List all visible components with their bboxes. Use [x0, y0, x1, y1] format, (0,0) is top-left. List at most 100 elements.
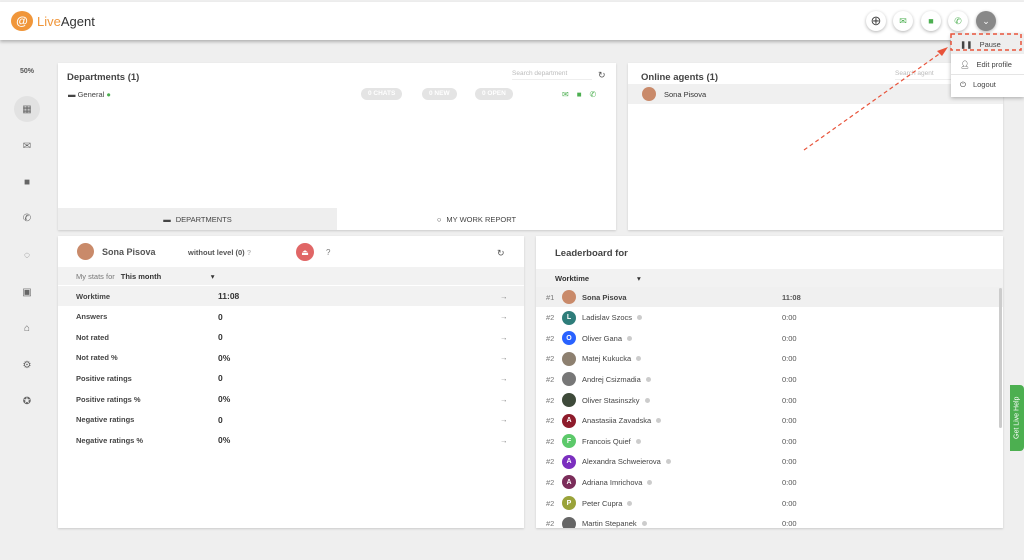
sidebar-settings[interactable]: ⚙ — [14, 352, 40, 378]
worktime-value: 0:00 — [782, 457, 797, 467]
arrow-right-icon[interactable]: → — [500, 332, 508, 342]
stat-row[interactable]: Not rated % 0% → — [58, 348, 524, 368]
leaderboard-row[interactable]: #2 L Ladislav Szocs 0:00 — [536, 308, 1003, 328]
email-icon[interactable]: ✉ — [562, 90, 577, 99]
sidebar-dashboard[interactable]: ▦ — [14, 96, 40, 122]
worktime-value: 0:00 — [782, 395, 797, 405]
dropdown-arrow-icon[interactable]: ▾ — [637, 273, 641, 283]
sidebar-tickets[interactable]: ✉ — [14, 133, 40, 159]
get-live-help-button[interactable]: Get Live Help — [1010, 385, 1024, 451]
avatar: A — [562, 454, 576, 469]
highlight-box — [950, 33, 1022, 51]
tab-departments[interactable]: ▬ DEPARTMENTS — [58, 208, 337, 230]
add-button[interactable]: ⊕ — [866, 11, 886, 31]
menu-item-pause[interactable]: ❚❚ Pause — [951, 34, 1024, 54]
dropdown-arrow-icon[interactable]: ▾ — [210, 271, 215, 281]
leaderboard-row[interactable]: #2 O Oliver Gana 0:00 — [536, 328, 1003, 348]
stat-row[interactable]: Negative ratings 0 → — [58, 410, 524, 430]
metric-select[interactable]: Worktime — [555, 273, 590, 283]
leaderboard-row[interactable]: #2 A Anastasiia Zavadska 0:00 — [536, 411, 1003, 431]
arrow-right-icon[interactable]: → — [500, 394, 508, 404]
sidebar-calls[interactable]: ✆ — [14, 205, 40, 231]
avatar — [642, 87, 656, 101]
menu-item-logout[interactable]: ⏻ Logout — [951, 74, 1024, 94]
leaderboard-title: Leaderboard for — [555, 248, 628, 259]
chat-icon[interactable]: ■ — [576, 90, 590, 99]
settings-icon: ⚙ — [22, 359, 32, 371]
tab-my-work-report[interactable]: ○ MY WORK REPORT — [337, 208, 616, 230]
avatar — [562, 290, 576, 304]
call-button[interactable]: ✆ — [948, 11, 968, 31]
menu-item-edit-profile[interactable]: 👤︎ Edit profile — [951, 54, 1024, 74]
leaderboard-row[interactable]: #2 Oliver Stasinszky 0:00 — [536, 390, 1003, 410]
stat-label: Negative ratings % — [76, 435, 144, 445]
leaderboard-row[interactable]: #2 A Alexandra Schweierova 0:00 — [536, 452, 1003, 472]
sidebar-chats[interactable]: ■ — [14, 169, 40, 195]
stat-value: 0% — [218, 394, 231, 404]
reports-icon: ⌂ — [23, 322, 31, 334]
stat-row[interactable]: Worktime 11:08 → — [58, 286, 524, 306]
stat-row[interactable]: Positive ratings % 0% → — [58, 389, 524, 409]
offline-dot-icon — [627, 500, 633, 506]
new-email-button[interactable]: ✉ — [893, 11, 913, 31]
arrow-right-icon[interactable]: → — [500, 415, 508, 425]
stat-row[interactable]: Positive ratings 0 → — [58, 368, 524, 388]
help-icon[interactable]: ? — [246, 248, 252, 257]
period-row: My stats for This month ▾ — [58, 267, 524, 285]
email-icon: ✉ — [22, 140, 32, 152]
leaderboard-row[interactable]: #2 Andrej Csizmadia 0:00 — [536, 369, 1003, 389]
stat-row[interactable]: Not rated 0 → — [58, 327, 524, 347]
my-stats-panel: Sona Pisova without level (0) ? ⏏ ? ↻ My… — [58, 236, 524, 528]
stat-label: Negative ratings — [76, 415, 135, 425]
period-select[interactable]: This month — [120, 271, 162, 281]
worktime-value: 0:00 — [782, 374, 797, 384]
chat-icon: ■ — [23, 176, 31, 188]
department-general[interactable]: ▬ General ● — [68, 90, 111, 99]
sidebar-contacts[interactable]: ◌ — [14, 242, 40, 268]
refresh-icon[interactable]: ↻ — [497, 248, 505, 258]
refresh-icon[interactable]: ↻ — [598, 70, 606, 80]
logo[interactable]: @ LiveAgent — [11, 11, 95, 31]
menu-label: Pause — [979, 39, 1001, 49]
search-department-input[interactable]: Search department — [512, 70, 592, 80]
offline-dot-icon — [637, 315, 643, 321]
offline-dot-icon — [665, 459, 671, 465]
leaderboard-row[interactable]: #2 Matej Kukucka 0:00 — [536, 349, 1003, 369]
arrow-right-icon[interactable]: → — [500, 353, 508, 363]
sidebar-plugins[interactable]: ✪ — [14, 388, 40, 414]
stat-value: 0 — [218, 373, 223, 384]
leaderboard-row[interactable]: #1 Sona Pisova 11:08 — [536, 287, 1003, 307]
scrollbar[interactable] — [999, 288, 1002, 428]
level-text: without level (0) — [188, 248, 245, 257]
menu-label: Logout — [972, 80, 996, 89]
tab-label: DEPARTMENTS — [175, 214, 232, 224]
arrow-right-icon[interactable]: → — [500, 373, 508, 383]
help-icon[interactable]: ? — [326, 248, 331, 257]
online-agent-row[interactable]: Sona Pisova — [628, 84, 1003, 104]
power-icon: ⏻ — [960, 79, 966, 89]
stat-row[interactable]: Negative ratings % 0% → — [58, 430, 524, 450]
arrow-right-icon[interactable]: → — [500, 291, 508, 301]
sidebar-reports[interactable]: ⌂ — [14, 315, 40, 341]
menu-label: Edit profile — [976, 59, 1012, 69]
user-menu-button[interactable]: ⌄ — [976, 11, 996, 31]
leaderboard-row[interactable]: #2 P Peter Cupra 0:00 — [536, 493, 1003, 513]
sidebar-customers[interactable]: ▣ — [14, 279, 40, 305]
departments-tabs: ▬ DEPARTMENTS ○ MY WORK REPORT — [58, 208, 616, 230]
leaderboard-panel: Leaderboard for Worktime ▾ #1 Sona Pisova 1… — [536, 236, 1003, 528]
agent-name: Oliver Stasinszky — [582, 395, 640, 405]
leaderboard-row[interactable]: #2 F Francois Quief 0:00 — [536, 431, 1003, 451]
arrow-right-icon[interactable]: → — [500, 312, 508, 322]
leaderboard-row[interactable]: #2 Martin Stepanek 0:00 — [536, 514, 1003, 528]
leaderboard-row[interactable]: #2 A Adriana Imrichova 0:00 — [536, 472, 1003, 492]
phone-icon[interactable]: ✆ — [589, 90, 605, 99]
new-chat-button[interactable]: ■ — [921, 11, 941, 31]
stat-row[interactable]: Answers 0 → — [58, 307, 524, 327]
phone-icon: ✆ — [954, 15, 962, 26]
avatar: F — [562, 434, 576, 449]
arrow-right-icon[interactable]: → — [500, 435, 508, 445]
offline-dot-icon — [644, 397, 650, 403]
search-agent-input[interactable]: Search agent — [895, 70, 975, 80]
arrow-head — [937, 47, 948, 56]
zoom-level[interactable]: 50% — [20, 68, 35, 75]
